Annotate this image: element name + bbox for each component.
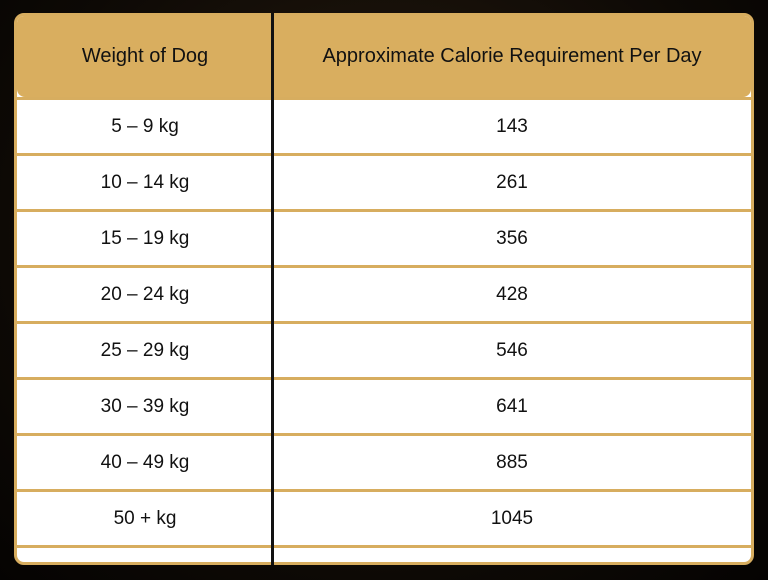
table-cell: 261 bbox=[496, 171, 528, 193]
table-cell: 1045 bbox=[490, 507, 534, 529]
table-cell: 641 bbox=[496, 395, 528, 417]
table-row: 5 – 9 kg 143 bbox=[17, 97, 751, 153]
table-cell: 356 bbox=[496, 227, 528, 249]
header-cell: Approximate Calorie Requirement Per Day bbox=[322, 45, 702, 67]
header-cell: Weight of Dog bbox=[81, 45, 209, 67]
table-cell: 50 + kg bbox=[113, 507, 177, 529]
table-row: 30 – 39 kg 641 bbox=[17, 377, 751, 433]
table-row: 50 + kg 1045 bbox=[17, 489, 751, 545]
column-divider bbox=[271, 13, 274, 565]
table: Weight of Dog Approximate Calorie Requir… bbox=[14, 13, 754, 565]
header-row: Weight of Dog Approximate Calorie Requir… bbox=[17, 16, 751, 97]
table-cell: 428 bbox=[496, 283, 528, 305]
table-cell: 885 bbox=[496, 451, 528, 473]
table-row: 20 – 24 kg 428 bbox=[17, 265, 751, 321]
table-cell: 20 – 24 kg bbox=[100, 283, 190, 305]
table-cell: 30 – 39 kg bbox=[100, 395, 190, 417]
table-cell: 40 – 49 kg bbox=[100, 451, 190, 473]
table-row: 15 – 19 kg 356 bbox=[17, 209, 751, 265]
table-cell: 10 – 14 kg bbox=[100, 171, 190, 193]
table-row: 40 – 49 kg 885 bbox=[17, 433, 751, 489]
table-cell: 25 – 29 kg bbox=[100, 339, 190, 361]
table-row: 10 – 14 kg 261 bbox=[17, 153, 751, 209]
table-row: 25 – 29 kg 546 bbox=[17, 321, 751, 377]
table-cell: 143 bbox=[496, 115, 528, 137]
table-cell: 5 – 9 kg bbox=[111, 115, 179, 137]
table-cell: 15 – 19 kg bbox=[100, 227, 190, 249]
table-footer bbox=[17, 545, 751, 562]
table-cell: 546 bbox=[496, 339, 528, 361]
